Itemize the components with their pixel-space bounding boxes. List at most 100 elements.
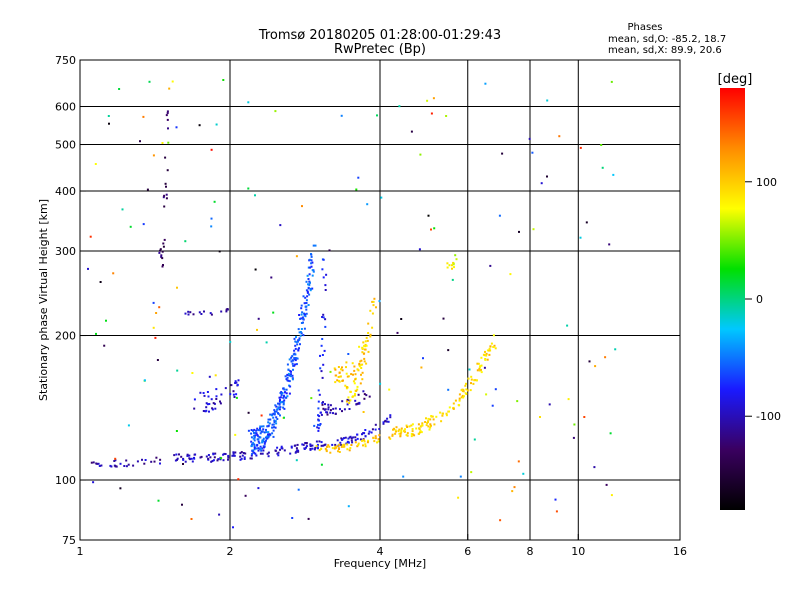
data-point [325,273,328,276]
data-point [318,449,321,452]
data-point [269,413,272,416]
data-point [609,432,612,435]
data-point [300,328,303,330]
data-point [325,411,328,414]
data-point [321,403,324,406]
data-point [283,395,285,398]
data-point [345,386,348,388]
data-point [351,441,354,444]
data-point [334,374,337,377]
data-point [539,416,541,418]
data-point [303,327,306,330]
data-point [294,344,297,347]
data-point [466,389,469,392]
data-point [277,451,280,454]
data-point [280,447,283,449]
data-point [426,99,429,102]
data-point [255,447,258,450]
data-point [380,196,383,199]
data-point [287,372,290,375]
data-point [259,425,262,428]
data-point [458,393,461,396]
data-point [98,465,101,467]
data-point [103,344,106,347]
data-point [334,368,337,371]
data-point [315,445,318,448]
data-point [276,446,279,449]
data-point [174,459,177,462]
data-point [300,307,303,310]
data-point [166,118,169,121]
data-point [287,379,290,382]
data-point [461,389,464,392]
data-point [306,274,309,277]
data-point [358,362,361,365]
data-point [153,460,156,463]
data-point [362,390,365,393]
data-point [305,445,308,448]
data-point [340,437,343,440]
data-point [299,343,301,346]
data-point [262,440,265,443]
data-point [469,389,472,392]
data-point [494,388,497,391]
data-point [230,384,233,387]
data-point [253,435,256,438]
data-point [299,317,302,320]
data-point [186,453,189,456]
data-point [224,387,227,390]
data-point [209,312,212,315]
data-point [100,464,103,467]
y-tick-label: 500 [55,139,76,152]
data-point [484,358,487,361]
data-point [347,396,350,399]
data-point [509,273,512,276]
data-point [347,375,350,378]
data-point [326,445,328,448]
data-point [440,420,443,423]
data-point [361,378,364,381]
data-point [305,302,308,304]
data-point [121,208,124,211]
data-point [459,475,462,478]
data-point [253,439,256,442]
data-point [236,383,239,386]
data-point [377,440,380,443]
data-point [167,141,170,144]
data-point [356,433,359,436]
data-point [289,375,292,378]
data-point [300,317,303,320]
data-point [476,369,479,372]
data-point [453,266,455,269]
data-point [320,370,323,373]
data-point [161,250,164,253]
data-point [159,249,161,252]
data-point [214,407,217,410]
data-point [205,409,208,412]
data-point [376,114,378,117]
data-point [329,411,332,414]
data-point [346,403,349,406]
data-point [445,414,448,417]
data-point [324,318,327,321]
data-point [261,430,264,433]
data-point [439,411,442,414]
data-point [232,390,235,393]
data-point [321,268,324,271]
data-point [143,379,146,382]
data-point [355,188,358,191]
data-point [275,416,278,419]
data-point [352,373,354,376]
data-point [211,407,214,410]
y-tick-label: 600 [55,101,76,114]
data-point [359,360,362,363]
data-point [604,356,607,359]
data-point [150,460,153,463]
data-point [290,360,293,363]
data-point [127,463,130,466]
data-point [374,428,377,431]
data-point [210,225,213,228]
data-point [340,443,343,446]
data-point [328,249,331,252]
data-point [202,392,205,394]
